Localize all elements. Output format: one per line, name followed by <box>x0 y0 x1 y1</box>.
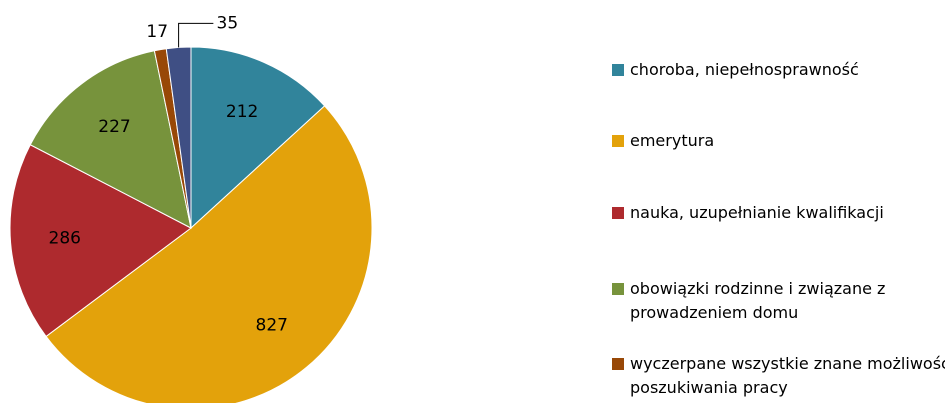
data-label: 286 <box>49 228 81 248</box>
legend-item: obowiązki rodzinne i związane z prowadze… <box>612 277 945 325</box>
legend-swatch <box>612 64 624 76</box>
legend-swatch <box>612 283 624 295</box>
pie-slice <box>9 144 192 338</box>
legend-label: nauka, uzupełnianie kwalifikacji <box>630 203 884 222</box>
data-label: 227 <box>98 117 130 137</box>
legend-label: choroba, niepełnosprawność <box>630 60 859 79</box>
pie-slice <box>45 105 373 403</box>
legend-item: wyczerpane wszystkie znane możliwości po… <box>612 352 945 400</box>
legend-swatch <box>612 358 624 370</box>
legend-swatch <box>612 207 624 219</box>
pie-slice <box>165 46 192 229</box>
data-label: 212 <box>226 102 258 122</box>
data-label: 35 <box>217 13 239 33</box>
legend-label: emerytura <box>630 131 715 150</box>
legend-label: wyczerpane wszystkie znane możliwości po… <box>630 354 945 397</box>
legend-item: choroba, niepełnosprawność <box>612 58 945 82</box>
pie-slice <box>190 46 326 230</box>
pie-slice <box>29 50 192 229</box>
legend-item: emerytura <box>612 129 945 153</box>
legend-swatch <box>612 135 624 147</box>
legend-label: obowiązki rodzinne i związane z prowadze… <box>630 279 886 322</box>
legend-item: nauka, uzupełnianie kwalifikacji <box>612 201 945 225</box>
data-label: 827 <box>256 316 288 336</box>
leader-line <box>178 22 214 48</box>
data-label: 17 <box>146 22 168 42</box>
